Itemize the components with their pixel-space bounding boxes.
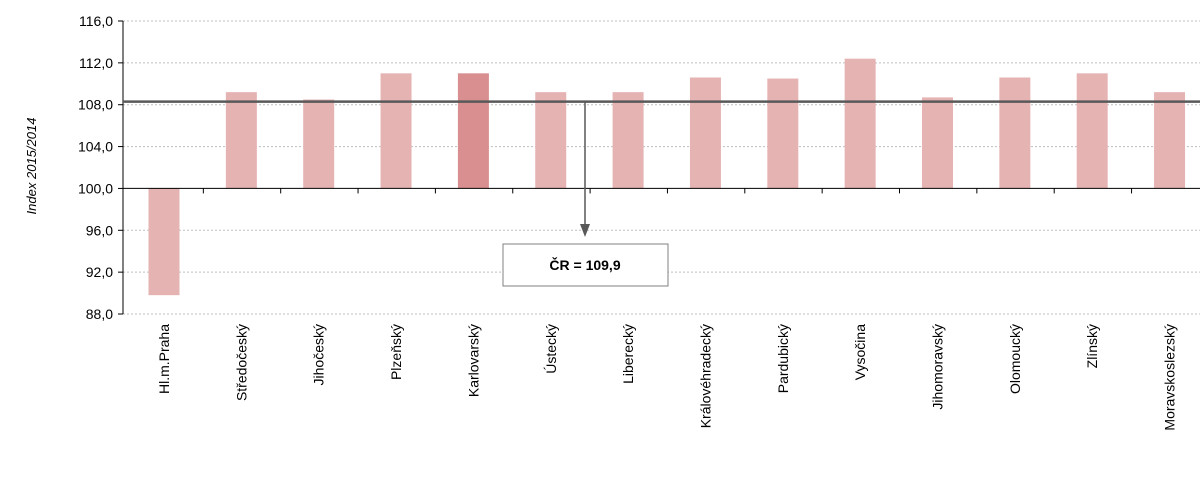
category-label: Vysočina xyxy=(852,324,868,381)
bar xyxy=(999,77,1031,189)
bar xyxy=(303,99,335,189)
reference-label-box xyxy=(502,243,669,287)
category-label: Plzeňský xyxy=(388,324,404,380)
y-tick-label: 96,0 xyxy=(86,222,113,238)
category-label: Moravskoslezský xyxy=(1162,324,1178,431)
category-label: Jihočeský xyxy=(311,324,327,385)
category-labels: Hl.m.Praha Středočeský Jihočeský Plzeňský Ka… xyxy=(156,324,1178,431)
category-label: Pardubický xyxy=(775,324,791,393)
bar xyxy=(225,92,257,189)
category-label: Hl.m.Praha xyxy=(156,324,172,394)
category-label: Zlínský xyxy=(1084,324,1100,368)
category-label: Ústecký xyxy=(543,324,559,374)
bar xyxy=(1076,73,1108,189)
y-tick-label: 108,0 xyxy=(78,97,113,113)
y-tick-label: 104,0 xyxy=(78,139,113,155)
category-label: Jihomoravský xyxy=(930,324,946,410)
bar xyxy=(380,73,412,189)
category-label: Karlovarský xyxy=(465,324,481,397)
bar xyxy=(1154,92,1186,189)
y-tick-labels: 88,0 92,0 96,0 100,0 104,0 108,0 112,0 116,0 xyxy=(78,13,113,322)
y-tick-label: 100,0 xyxy=(78,180,113,196)
bar xyxy=(612,92,644,189)
bars xyxy=(148,58,1186,296)
category-label: Královéhradecký xyxy=(697,324,713,428)
reference-label: ČR = 109,9 xyxy=(549,256,620,273)
bar xyxy=(689,77,721,189)
y-tick-label: 116,0 xyxy=(79,13,113,29)
y-tick-label: 88,0 xyxy=(86,306,113,322)
y-tick-label: 92,0 xyxy=(86,264,113,280)
bar xyxy=(457,73,489,189)
category-label: Olomoucký xyxy=(1007,324,1023,394)
category-label: Středočeský xyxy=(233,324,249,401)
y-tick-label: 112,0 xyxy=(79,55,113,71)
axes xyxy=(122,21,1200,314)
bar xyxy=(844,58,876,189)
bar xyxy=(535,92,567,189)
y-axis-label: Index 2015/2014 xyxy=(24,118,39,215)
bar xyxy=(922,97,953,189)
bar xyxy=(148,188,180,296)
bar xyxy=(767,78,799,189)
reference-arrow-head xyxy=(580,224,590,237)
category-label: Liberecký xyxy=(620,324,636,384)
